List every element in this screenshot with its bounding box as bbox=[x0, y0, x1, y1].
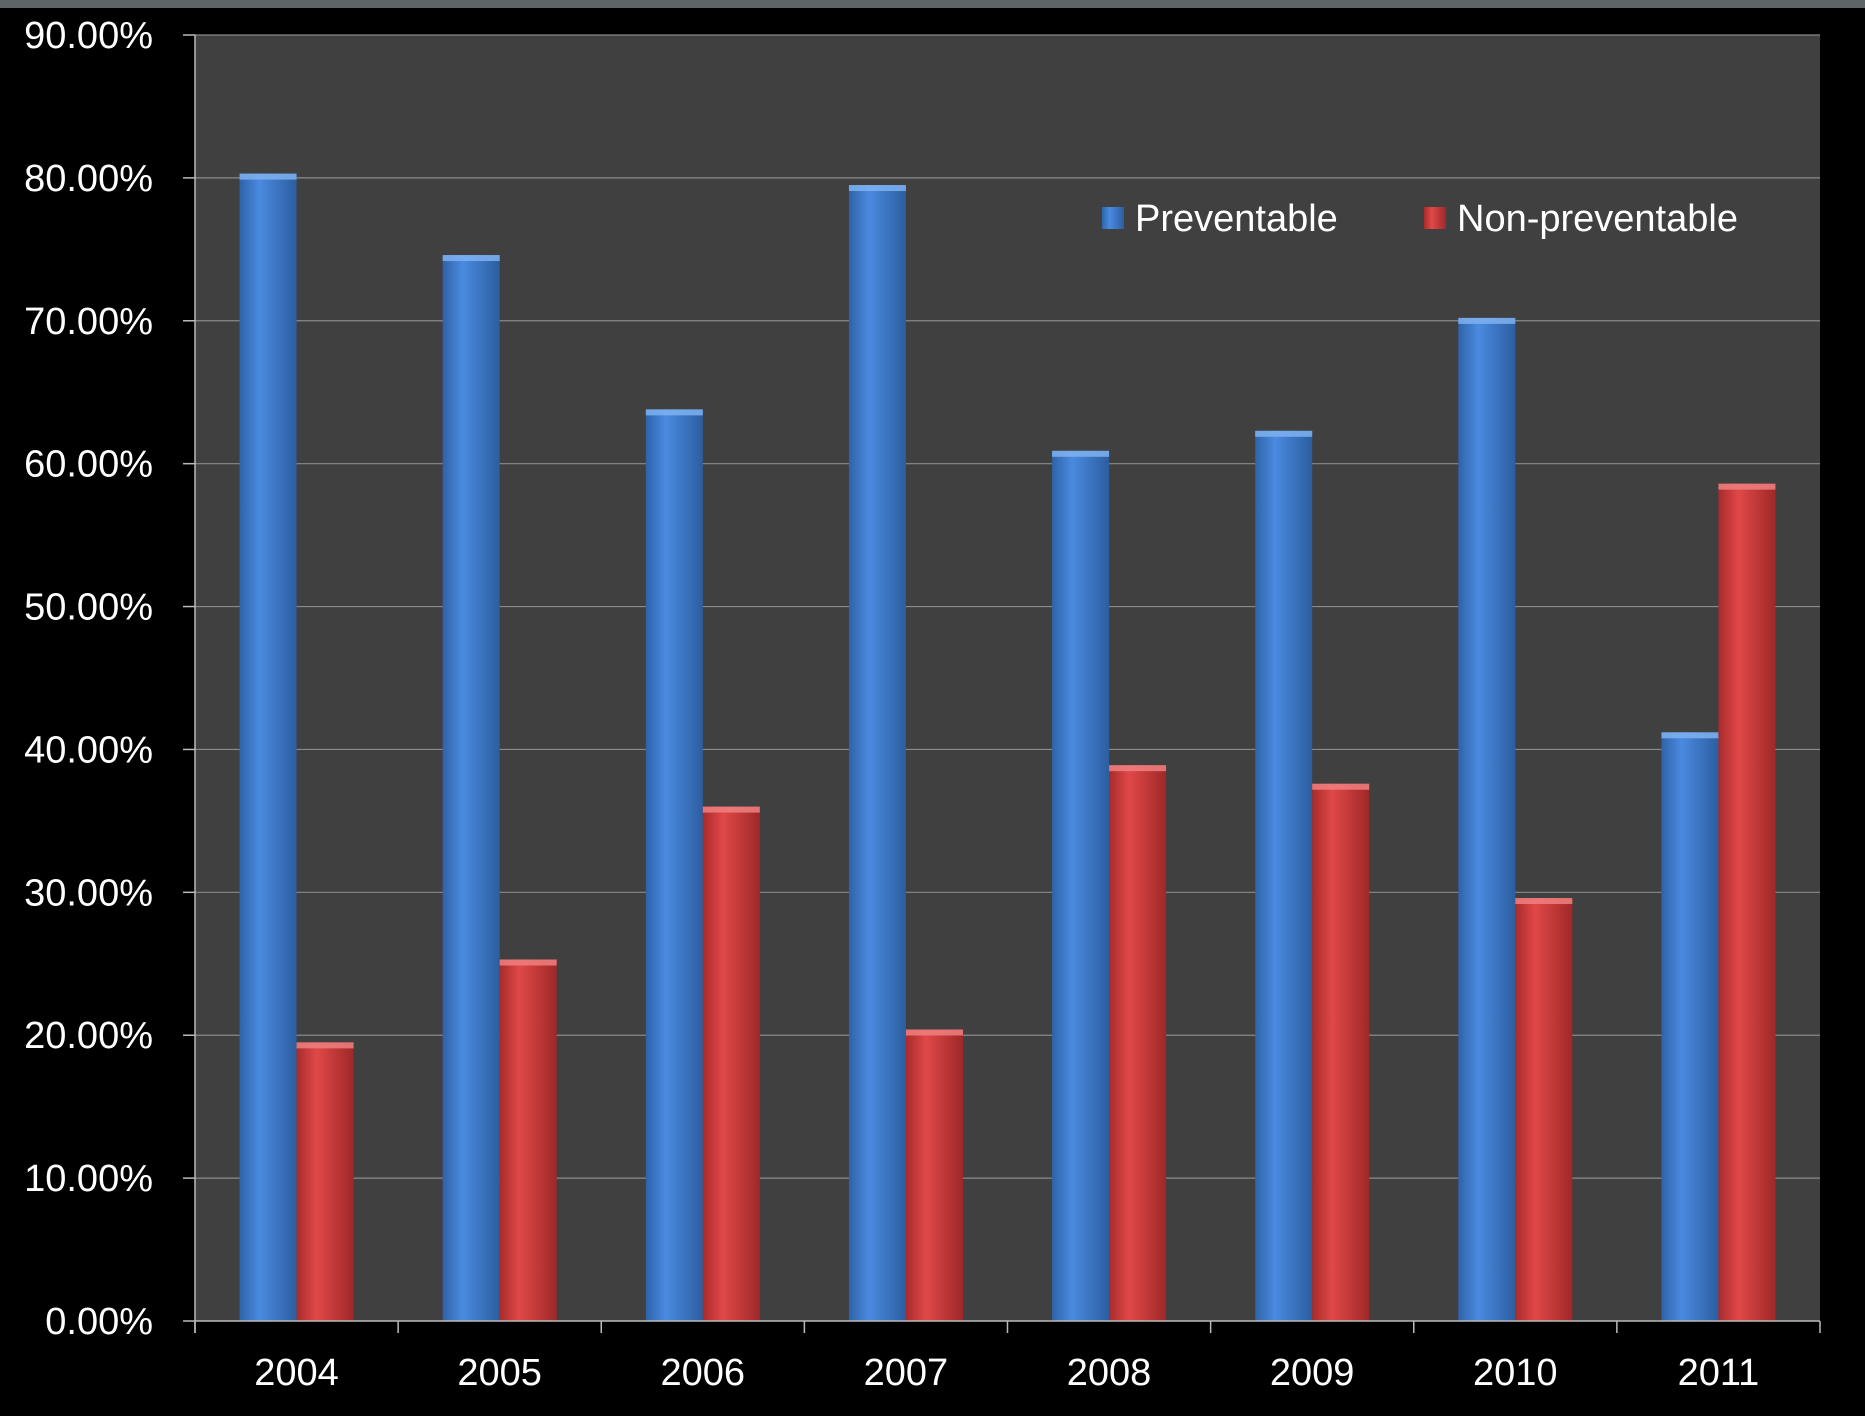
x-tick-label: 2011 bbox=[1678, 1352, 1760, 1394]
axes: 0.00% 10.00% 20.00% 30.00% 40.00% 50.00% 60.00… bbox=[24, 15, 1821, 1394]
bar-non-preventable-2005 bbox=[499, 959, 557, 1321]
y-tick-label: 10.00% bbox=[24, 1158, 153, 1200]
bar-preventable-2008 bbox=[1052, 450, 1110, 1322]
y-tick-label: 30.00% bbox=[24, 872, 153, 914]
bar-non-preventable-2008 bbox=[1109, 765, 1167, 1321]
y-tick-label: 60.00% bbox=[24, 444, 153, 486]
x-tick-label: 2004 bbox=[254, 1352, 339, 1394]
bar-non-preventable-2004 bbox=[296, 1042, 354, 1321]
bar-top-cap bbox=[442, 255, 500, 262]
x-tick-label: 2009 bbox=[1270, 1352, 1355, 1394]
legend-label-preventable: Preventable bbox=[1135, 198, 1338, 240]
y-tick-label: 70.00% bbox=[24, 301, 153, 343]
bar-top-cap bbox=[1458, 317, 1516, 324]
top-border-strip bbox=[0, 0, 1865, 8]
bar-top-cap bbox=[645, 409, 703, 416]
y-tick-label: 40.00% bbox=[24, 729, 153, 771]
y-tick-label: 50.00% bbox=[24, 587, 153, 629]
x-tick-label: 2007 bbox=[864, 1352, 949, 1394]
bar-top-cap bbox=[296, 1042, 354, 1049]
bar-top-cap bbox=[1312, 783, 1370, 790]
bar-top-cap bbox=[1255, 430, 1313, 437]
bar-top-cap bbox=[905, 1029, 963, 1036]
legend-swatch-preventable bbox=[1102, 207, 1124, 229]
bar-non-preventable-2010 bbox=[1515, 898, 1573, 1321]
bar-preventable-2011 bbox=[1661, 732, 1719, 1321]
bar-top-cap bbox=[1718, 483, 1776, 490]
bar-top-cap bbox=[1515, 898, 1573, 905]
y-tick-label: 90.00% bbox=[24, 15, 153, 57]
x-tick-label: 2010 bbox=[1473, 1352, 1558, 1394]
bar-top-cap bbox=[239, 173, 297, 180]
bar-preventable-2006 bbox=[645, 409, 703, 1321]
bar-preventable-2009 bbox=[1255, 430, 1313, 1321]
bar-preventable-2005 bbox=[442, 255, 500, 1322]
y-tick-label: 20.00% bbox=[24, 1015, 153, 1057]
x-tick-label: 2008 bbox=[1067, 1352, 1152, 1394]
bar-top-cap bbox=[1661, 732, 1719, 739]
legend-swatch-non-preventable bbox=[1424, 207, 1446, 229]
bar-top-cap bbox=[848, 185, 906, 192]
x-tick-label: 2006 bbox=[661, 1352, 746, 1394]
bar-non-preventable-2011 bbox=[1718, 483, 1776, 1321]
bar-top-cap bbox=[499, 959, 557, 966]
bar-top-cap bbox=[1109, 765, 1167, 772]
bar-preventable-2007 bbox=[848, 185, 906, 1322]
y-tick-label: 0.00% bbox=[45, 1301, 153, 1343]
bar-non-preventable-2009 bbox=[1312, 783, 1370, 1321]
bar-top-cap bbox=[1052, 450, 1110, 457]
bar-non-preventable-2006 bbox=[702, 806, 760, 1321]
legend: Preventable Non-preventable bbox=[1102, 198, 1738, 240]
x-tick-label: 2005 bbox=[457, 1352, 542, 1394]
bar-top-cap bbox=[702, 806, 760, 813]
bar-preventable-2004 bbox=[239, 173, 297, 1322]
bar-preventable-2010 bbox=[1458, 317, 1516, 1321]
bar-non-preventable-2007 bbox=[905, 1029, 963, 1321]
bars bbox=[239, 173, 1776, 1322]
legend-label-non-preventable: Non-preventable bbox=[1457, 198, 1738, 240]
y-tick-label: 80.00% bbox=[24, 158, 153, 200]
